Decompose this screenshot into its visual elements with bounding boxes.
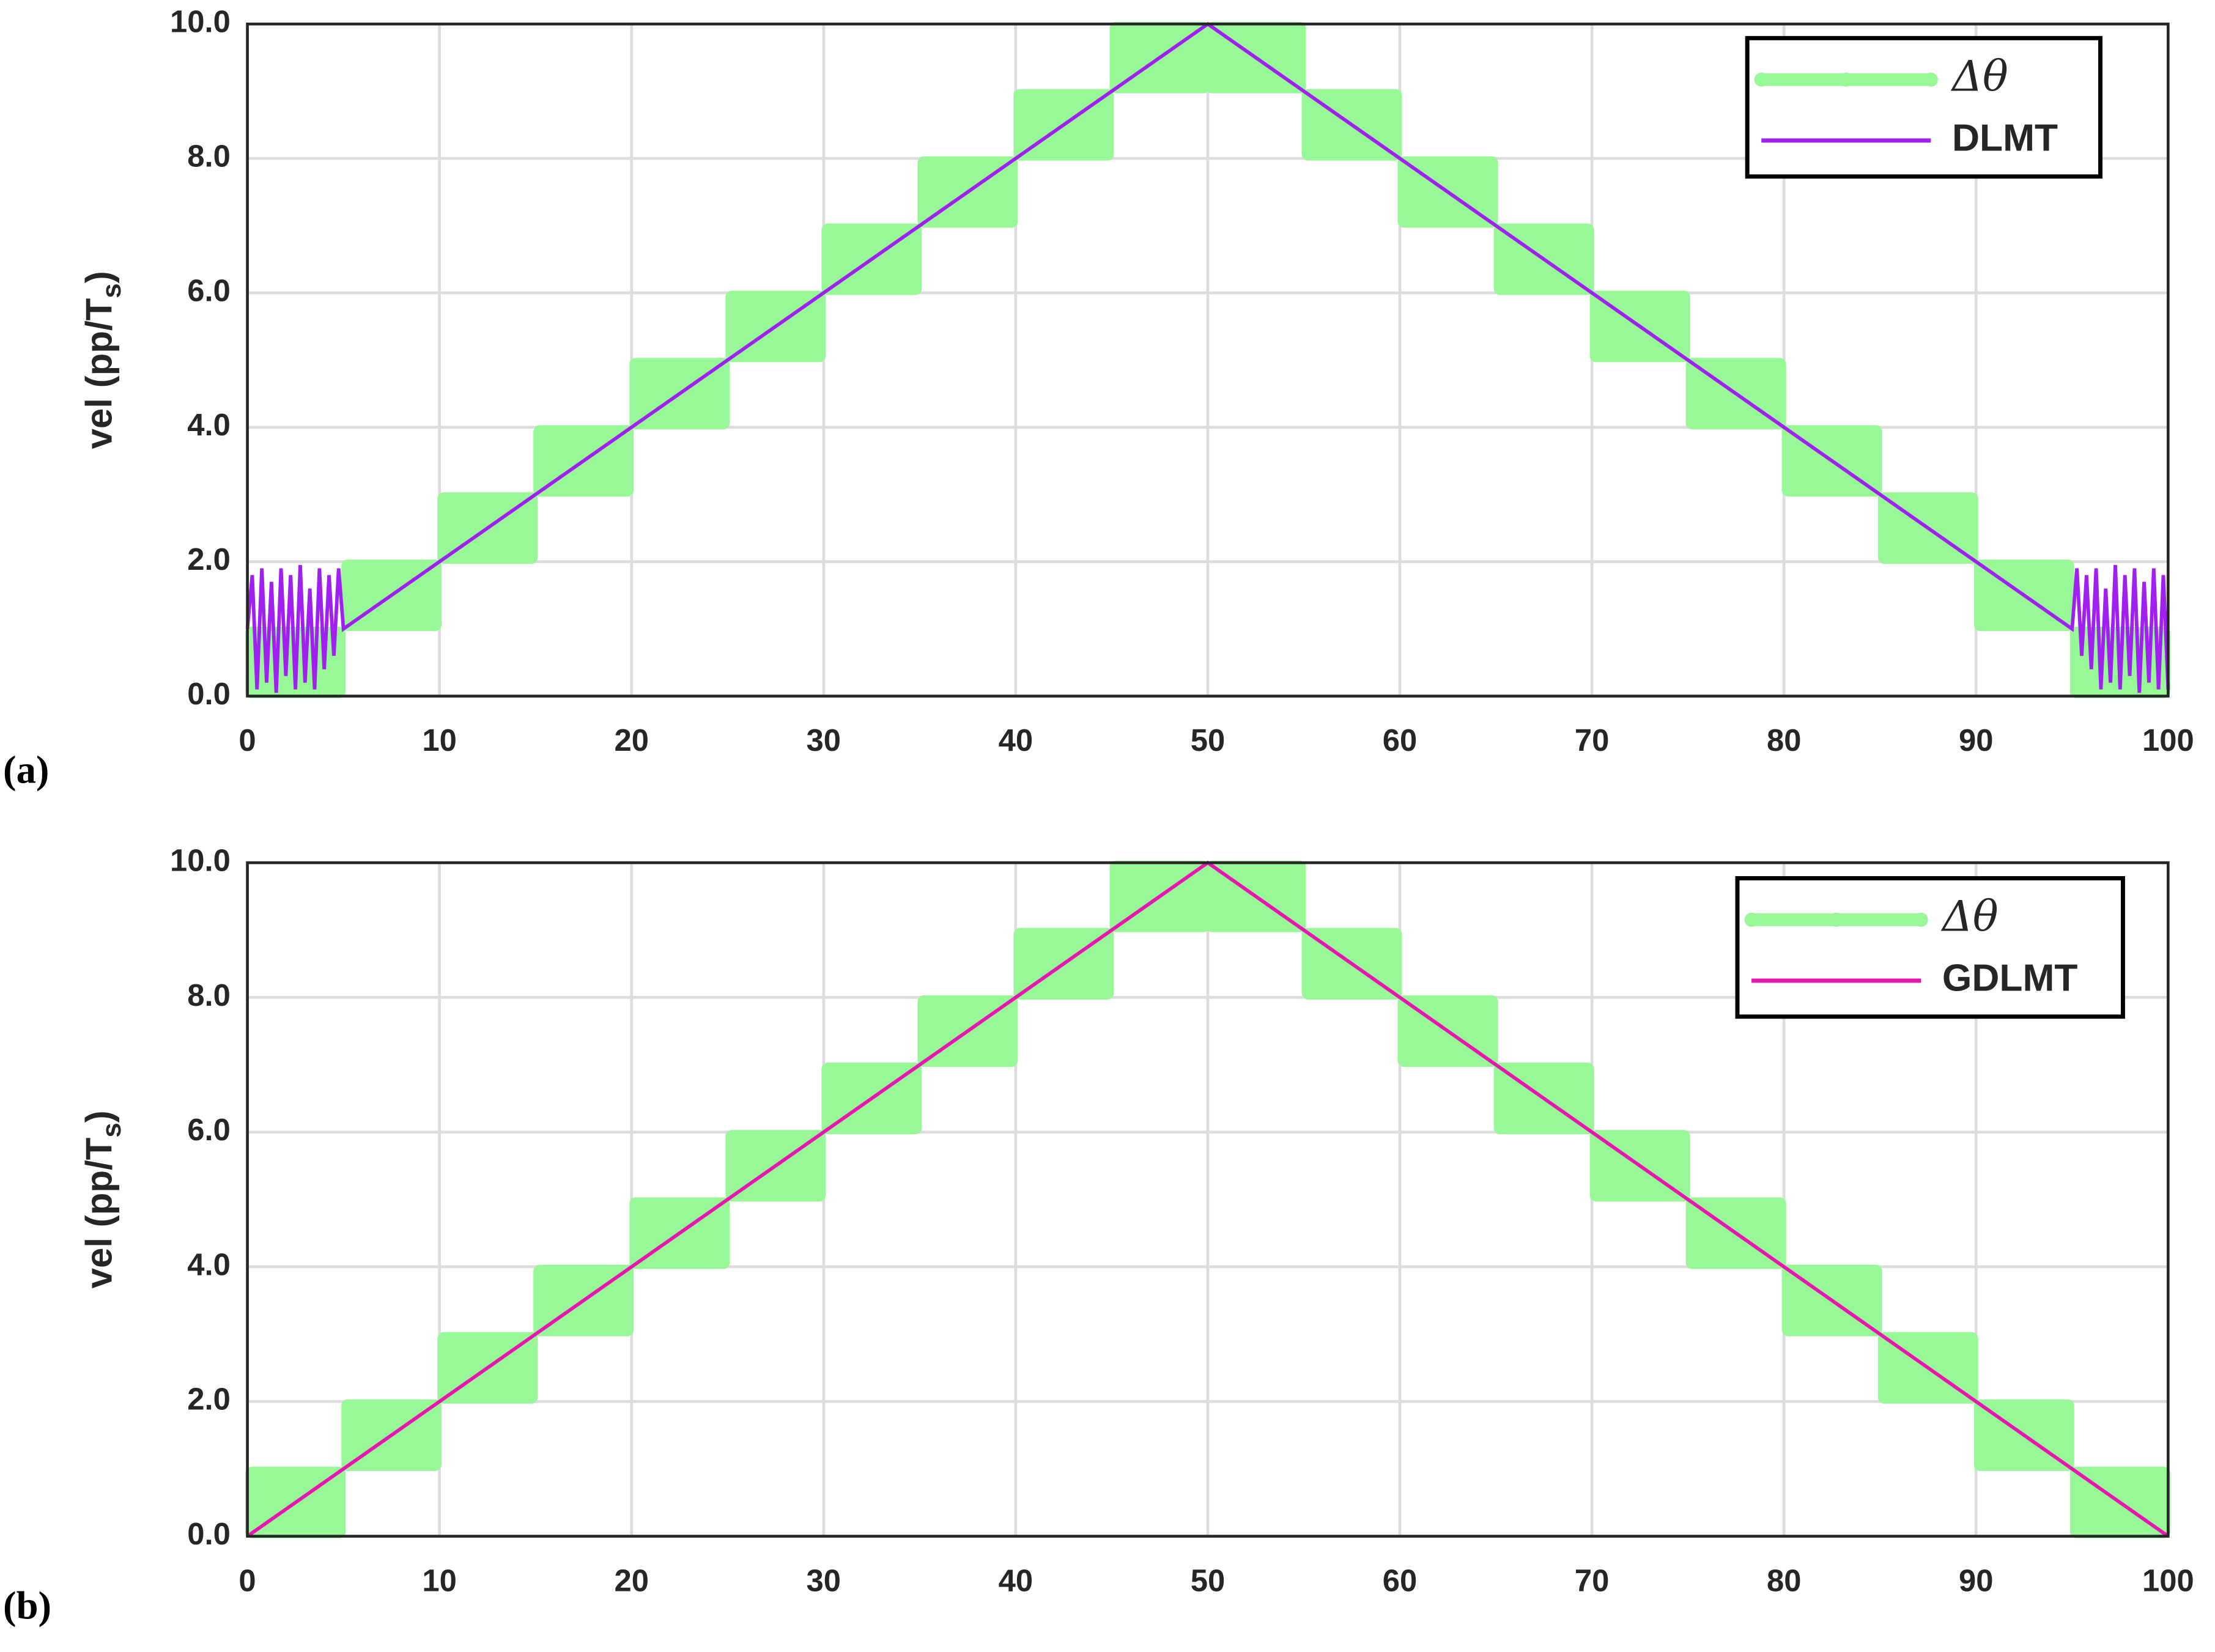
chart: 0.0 2.0 4.0 6.0 8.0 10.0 0 10 20 30 40 50 60 70 80 90 10…	[3, 4, 2194, 792]
y-tick-label: 10.0	[170, 4, 231, 39]
x-tick-label: 60	[1383, 1563, 1418, 1598]
x-tick-label: 80	[1767, 723, 1802, 758]
x-tick-label: 50	[1191, 1563, 1226, 1598]
legend-label: GDLMT	[1942, 957, 2078, 999]
x-tick-label: 40	[999, 1563, 1034, 1598]
x-tick-label: 0	[239, 1563, 256, 1598]
x-tick-label: 60	[1383, 723, 1418, 758]
y-tick-label: 4.0	[187, 1247, 231, 1281]
y-axis-label-part: )	[79, 1110, 120, 1123]
y-tick-label: 2.0	[187, 542, 231, 577]
legend-marker	[1754, 72, 1769, 87]
y-axis-label-part: s	[97, 283, 127, 298]
x-tick-label: 100	[2142, 723, 2194, 758]
x-tick-label: 90	[1959, 723, 1994, 758]
chart: 0.0 2.0 4.0 6.0 8.0 10.0 0 10 20 30 40 50 60 70 80 90 10…	[3, 843, 2194, 1627]
legend-marker	[1914, 912, 1928, 927]
panel-label: (a)	[3, 747, 49, 791]
x-tick-label: 30	[807, 723, 841, 758]
legend-box	[1735, 876, 2125, 1019]
x-tick-label: 100	[2142, 1563, 2194, 1598]
x-tick-label: 80	[1767, 1563, 1802, 1598]
x-tick-label: 40	[999, 723, 1034, 758]
x-tick-label: 70	[1575, 723, 1610, 758]
y-tick-label: 6.0	[187, 1112, 231, 1147]
y-axis-label-part: )	[79, 271, 120, 283]
y-axis-label-part: s	[97, 1123, 127, 1137]
legend-label: Δθ	[1950, 52, 2008, 101]
x-tick-label: 10	[422, 723, 457, 758]
y-tick-label: 0.0	[187, 1516, 231, 1551]
plot-frame	[246, 861, 2170, 1538]
x-tick-label: 70	[1575, 1563, 1610, 1598]
legend-label: DLMT	[1952, 117, 2058, 159]
y-axis-label: vel (pp/Ts)	[79, 1110, 127, 1288]
legend-label: Δθ	[1940, 892, 1999, 941]
x-tick-label: 90	[1959, 1563, 1994, 1598]
x-tick-label: 30	[807, 1563, 841, 1598]
y-tick-label: 8.0	[187, 978, 231, 1012]
legend-marker	[1923, 72, 1938, 87]
x-tick-label: 20	[614, 723, 649, 758]
y-tick-label: 4.0	[187, 407, 231, 442]
x-tick-label: 10	[422, 1563, 457, 1598]
y-axis-label-part: vel (pp/T	[79, 298, 120, 449]
y-tick-label: 2.0	[187, 1382, 231, 1417]
x-tick-label: 50	[1191, 723, 1226, 758]
legend-marker	[1839, 72, 1854, 87]
panel-label: (b)	[3, 1584, 51, 1628]
legend-box	[1745, 35, 2102, 179]
legend-marker	[1829, 912, 1844, 927]
y-tick-label: 6.0	[187, 273, 231, 308]
plot-frame	[246, 22, 2170, 698]
x-tick-label: 20	[614, 1563, 649, 1598]
y-tick-label: 10.0	[170, 843, 231, 877]
y-tick-label: 0.0	[187, 676, 231, 711]
x-tick-label: 0	[239, 723, 256, 758]
legend-marker	[1744, 912, 1759, 927]
y-axis-label: vel (pp/Ts)	[79, 271, 127, 449]
y-tick-label: 8.0	[187, 139, 231, 174]
y-axis-label-part: vel (pp/T	[79, 1137, 120, 1288]
